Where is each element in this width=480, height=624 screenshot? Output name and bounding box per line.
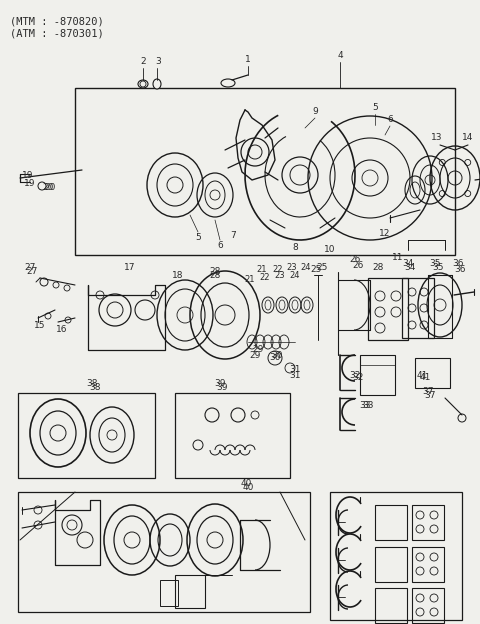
- Text: 37: 37: [422, 388, 434, 396]
- Bar: [375, 588, 407, 623]
- Text: 6: 6: [217, 240, 223, 250]
- Text: 41: 41: [416, 371, 428, 379]
- Bar: [330, 492, 462, 620]
- Ellipse shape: [138, 80, 148, 88]
- Text: 23: 23: [275, 271, 285, 281]
- Text: 38: 38: [86, 379, 98, 388]
- Text: 35: 35: [432, 263, 444, 273]
- Text: 16: 16: [56, 326, 68, 334]
- Text: 28: 28: [209, 268, 221, 276]
- Text: 38: 38: [89, 383, 101, 391]
- Text: 39: 39: [216, 383, 228, 391]
- Text: 7: 7: [230, 230, 236, 240]
- Bar: [18, 393, 155, 478]
- Text: 8: 8: [292, 243, 298, 253]
- Text: 22: 22: [273, 265, 283, 275]
- Bar: [368, 278, 408, 340]
- Bar: [415, 358, 450, 388]
- Text: 23: 23: [287, 263, 297, 273]
- Text: 25: 25: [316, 263, 328, 273]
- Text: 36: 36: [452, 258, 464, 268]
- Text: 5: 5: [372, 104, 378, 112]
- Text: 39: 39: [214, 379, 226, 388]
- Text: (ATM : -870301): (ATM : -870301): [10, 28, 104, 38]
- Text: 21: 21: [245, 276, 255, 285]
- Text: 24: 24: [290, 270, 300, 280]
- Text: 28: 28: [372, 263, 384, 273]
- Text: 31: 31: [289, 366, 301, 374]
- Text: 34: 34: [402, 258, 414, 268]
- Text: 1: 1: [245, 56, 251, 64]
- Bar: [402, 278, 434, 338]
- Text: 33: 33: [362, 401, 374, 409]
- Text: 29: 29: [252, 346, 264, 354]
- Ellipse shape: [153, 79, 161, 89]
- Text: 18: 18: [172, 270, 184, 280]
- Bar: [175, 575, 205, 608]
- Bar: [18, 492, 310, 612]
- Text: 28: 28: [209, 270, 221, 280]
- Text: 17: 17: [124, 263, 136, 273]
- Text: 27: 27: [24, 263, 36, 273]
- Text: 11: 11: [392, 253, 404, 263]
- Text: 22: 22: [260, 273, 270, 283]
- Text: 25: 25: [310, 265, 322, 275]
- Text: 30: 30: [271, 351, 283, 359]
- Bar: [412, 547, 444, 582]
- Text: 15: 15: [34, 321, 46, 329]
- Text: 24: 24: [301, 263, 311, 273]
- Text: 29: 29: [249, 351, 261, 359]
- Text: 14: 14: [462, 134, 474, 142]
- Text: 35: 35: [429, 258, 441, 268]
- Text: 3: 3: [155, 57, 161, 67]
- Text: 27: 27: [26, 268, 38, 276]
- Text: 37: 37: [424, 391, 436, 399]
- Text: 20: 20: [44, 183, 56, 192]
- Text: 32: 32: [349, 371, 360, 379]
- Bar: [412, 588, 444, 623]
- Text: 10: 10: [324, 245, 336, 255]
- Text: 4: 4: [337, 51, 343, 59]
- Text: 19: 19: [22, 170, 34, 180]
- Bar: [175, 393, 290, 478]
- Text: 32: 32: [352, 374, 364, 383]
- Bar: [412, 505, 444, 540]
- Bar: [160, 580, 178, 606]
- Text: 13: 13: [431, 134, 443, 142]
- Text: 26: 26: [352, 260, 364, 270]
- Text: 12: 12: [379, 228, 391, 238]
- Text: 36: 36: [454, 265, 466, 275]
- Text: 21: 21: [257, 265, 267, 275]
- Text: 26: 26: [349, 255, 360, 265]
- Text: 34: 34: [404, 263, 416, 273]
- Text: 40: 40: [242, 484, 254, 492]
- Text: 9: 9: [312, 107, 318, 117]
- Text: 2: 2: [140, 57, 146, 67]
- Text: 31: 31: [289, 371, 301, 379]
- Text: 5: 5: [195, 233, 201, 243]
- Text: 20: 20: [42, 183, 54, 192]
- Text: 19: 19: [24, 178, 36, 187]
- Text: 33: 33: [359, 401, 371, 409]
- Bar: [360, 355, 395, 395]
- Bar: [375, 505, 407, 540]
- Bar: [75, 88, 455, 255]
- Text: (MTM : -870820): (MTM : -870820): [10, 16, 104, 26]
- Bar: [375, 547, 407, 582]
- Text: 30: 30: [269, 354, 281, 363]
- Text: 40: 40: [240, 479, 252, 489]
- Text: 41: 41: [420, 374, 431, 383]
- Text: 6: 6: [387, 115, 393, 125]
